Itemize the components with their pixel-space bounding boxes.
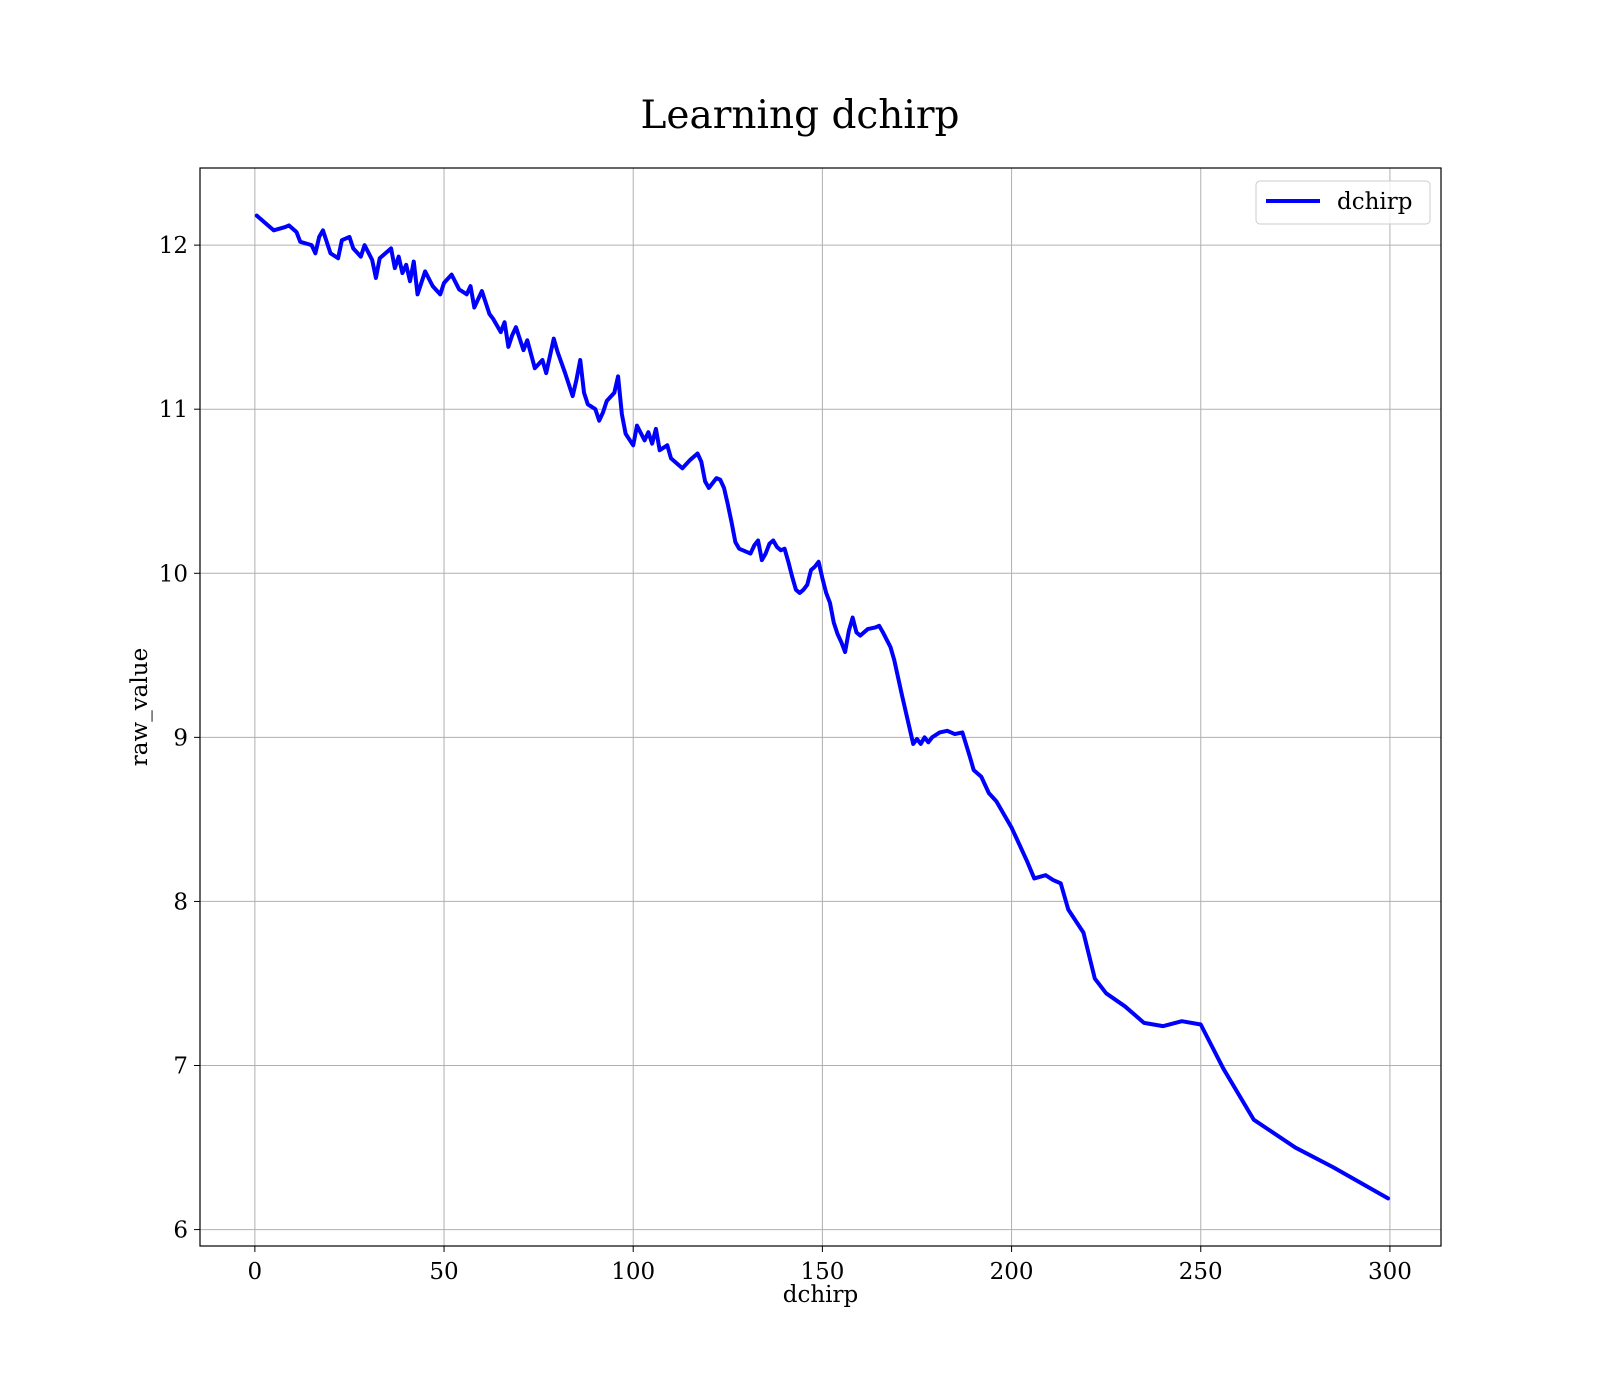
x-tick-label: 300: [1368, 1259, 1412, 1285]
y-tick-label: 10: [159, 561, 188, 587]
plot-frame: [199, 167, 1442, 1247]
legend-box: [1255, 180, 1431, 225]
x-tick-label: 0: [248, 1259, 263, 1285]
legend: dchirp: [1255, 180, 1431, 225]
x-tick-label: 100: [611, 1259, 655, 1285]
legend-label-dchirp: dchirp: [1337, 189, 1413, 215]
series-layer: [254, 213, 1391, 1201]
y-tick-label: 7: [173, 1054, 188, 1080]
y-tick-label: 8: [173, 889, 188, 915]
x-tick-label: 250: [1179, 1259, 1223, 1285]
chart-title: Learning dchirp: [641, 93, 960, 138]
x-axis-label: dchirp: [783, 1282, 859, 1308]
x-tick-label: 200: [990, 1259, 1034, 1285]
x-tick-label: 50: [429, 1259, 458, 1285]
tick-layer: 0 50 100 150 200 250 300 6 7 8 9 10 11 12: [159, 233, 1412, 1285]
series-line-dchirp: [254, 213, 1391, 1201]
y-axis-label: raw_value: [127, 648, 153, 766]
grid-layer: [200, 168, 1441, 1246]
y-tick-label: 12: [159, 233, 188, 259]
x-tick-label: 150: [800, 1259, 844, 1285]
y-tick-label: 6: [173, 1218, 188, 1244]
y-tick-label: 9: [173, 725, 188, 751]
y-tick-label: 11: [159, 397, 188, 423]
